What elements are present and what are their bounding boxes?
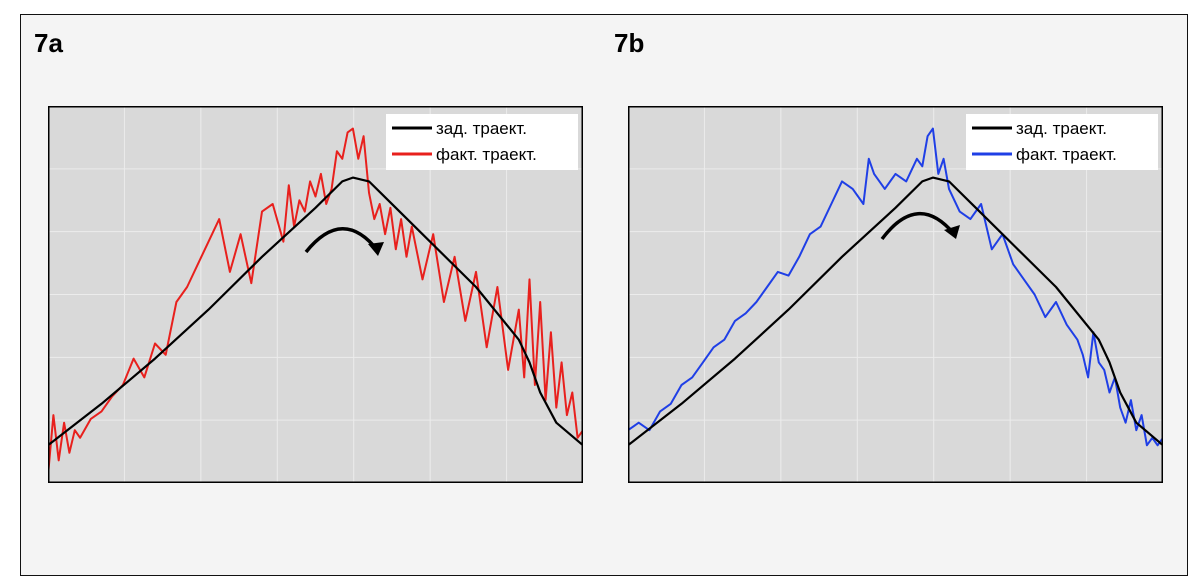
- direction-arrow: [304, 227, 380, 254]
- legend: зад. траект. факт. траект.: [966, 114, 1158, 170]
- chart-7a: зад. траект. факт. траект.: [48, 106, 583, 483]
- legend-entry: факт. траект.: [436, 145, 537, 164]
- legend-box: [386, 114, 578, 170]
- legend: зад. траект. факт. траект.: [386, 114, 578, 170]
- series-line-planned: [628, 176, 1163, 447]
- legend-box: [966, 114, 1158, 170]
- series-group: [48, 127, 583, 476]
- direction-arrowhead: [944, 225, 960, 239]
- plot-border: [48, 106, 583, 483]
- legend-entry: зад. траект.: [436, 119, 527, 138]
- panel-label-7b: 7b: [614, 28, 645, 58]
- chart-7b: зад. траект. факт. траект.: [628, 106, 1163, 483]
- plot-border: [628, 106, 1163, 483]
- series-line-planned: [48, 176, 583, 447]
- direction-arrowhead: [368, 242, 384, 256]
- legend-entry: факт. траект.: [1016, 145, 1117, 164]
- series-line-actual: [628, 127, 1163, 447]
- direction-arrow: [880, 211, 956, 241]
- series-group: [628, 127, 1163, 447]
- series-line-actual: [48, 127, 583, 476]
- panel-label-7a: 7a: [34, 28, 63, 58]
- legend-entry: зад. траект.: [1016, 119, 1107, 138]
